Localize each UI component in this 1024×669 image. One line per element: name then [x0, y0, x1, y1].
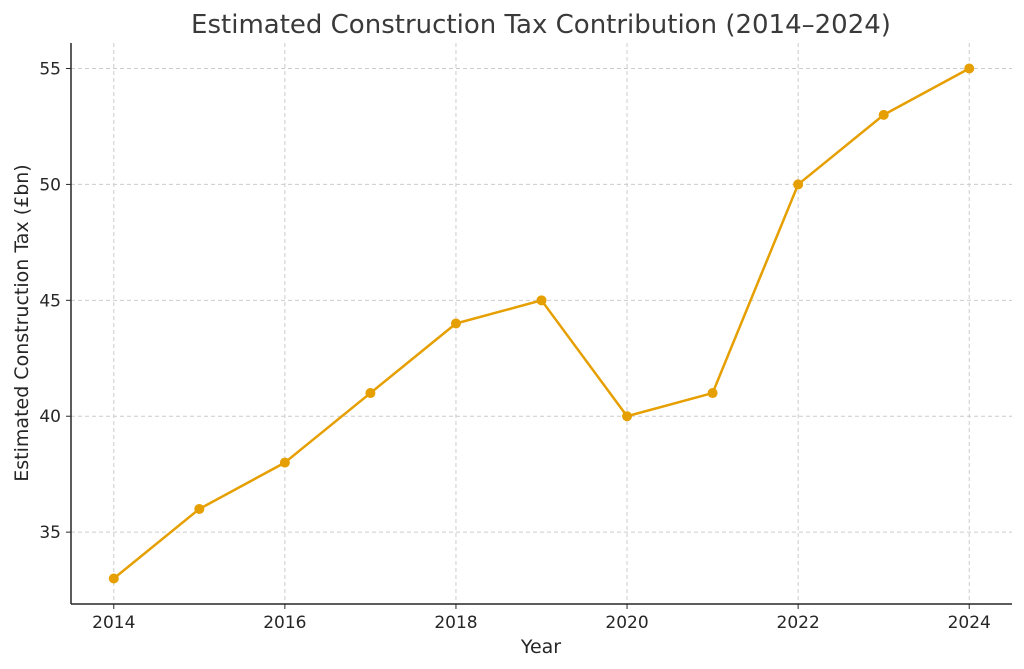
y-tick-label: 55: [39, 60, 61, 80]
data-point: [365, 388, 376, 399]
x-axis-label: Year: [520, 636, 561, 658]
y-tick-label: 45: [39, 291, 61, 311]
data-point: [793, 179, 804, 190]
series: [108, 63, 975, 584]
data-point: [536, 295, 547, 306]
axes: [66, 43, 1012, 609]
x-tick-label: 2016: [263, 613, 306, 633]
data-point: [450, 318, 461, 329]
x-tick-label: 2024: [948, 613, 991, 633]
data-point: [108, 573, 119, 584]
x-tick-label: 2018: [434, 613, 477, 633]
x-tick-label: 2020: [605, 613, 648, 633]
data-point: [279, 457, 290, 468]
data-point: [964, 63, 975, 74]
y-tick-label: 50: [39, 175, 61, 195]
series-line: [112, 67, 970, 580]
x-tick-label: 2022: [777, 613, 820, 633]
chart-title: Estimated Construction Tax Contribution …: [191, 10, 891, 40]
grid: [71, 43, 1012, 604]
tick-labels: 2014 2016 2018 2020 2022 2024 35 40 45 50 55: [39, 60, 991, 634]
data-point: [622, 411, 633, 422]
y-axis-label: Estimated Construction Tax (£bn): [11, 164, 33, 481]
data-point: [194, 503, 205, 514]
x-tick-label: 2014: [92, 613, 135, 633]
y-tick-label: 40: [39, 407, 61, 427]
data-point: [878, 109, 889, 120]
y-tick-label: 35: [39, 523, 61, 543]
data-point: [707, 388, 718, 399]
